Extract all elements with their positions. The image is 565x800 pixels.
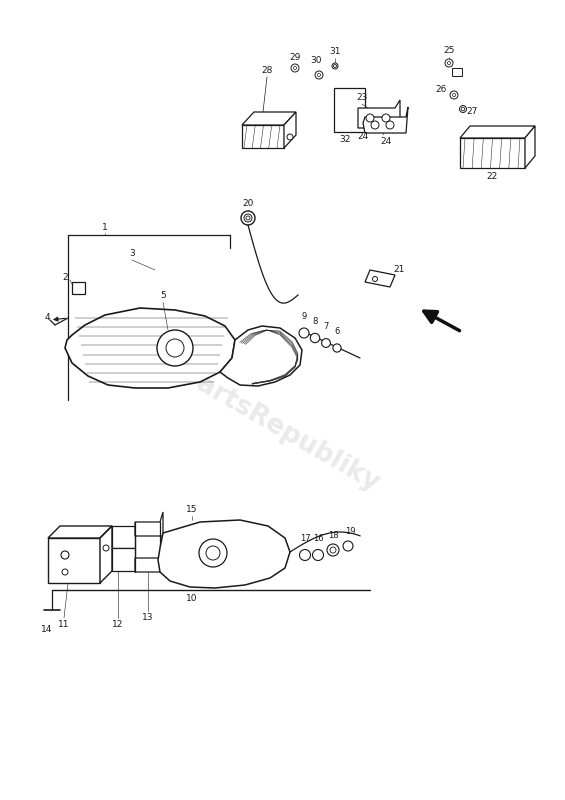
Polygon shape	[112, 526, 135, 548]
Text: 18: 18	[328, 531, 338, 540]
Text: 12: 12	[112, 620, 124, 629]
Circle shape	[445, 59, 453, 67]
Text: 23: 23	[357, 93, 368, 102]
Polygon shape	[48, 538, 100, 583]
Circle shape	[62, 569, 68, 575]
Text: 30: 30	[310, 56, 321, 65]
Polygon shape	[112, 548, 135, 571]
Circle shape	[366, 114, 374, 122]
Polygon shape	[100, 526, 112, 583]
Circle shape	[372, 277, 377, 282]
Circle shape	[327, 544, 339, 556]
Polygon shape	[460, 126, 535, 138]
Circle shape	[166, 339, 184, 357]
Circle shape	[293, 66, 297, 70]
Circle shape	[447, 62, 451, 65]
Polygon shape	[135, 512, 163, 536]
Polygon shape	[460, 138, 525, 168]
Circle shape	[157, 330, 193, 366]
Circle shape	[330, 547, 336, 553]
Text: 25: 25	[444, 46, 455, 55]
Circle shape	[450, 91, 458, 99]
Polygon shape	[452, 68, 462, 76]
Circle shape	[61, 551, 69, 559]
Text: 8: 8	[312, 317, 318, 326]
Text: 11: 11	[58, 620, 69, 629]
Circle shape	[299, 550, 311, 561]
Text: 17: 17	[299, 534, 310, 543]
Text: 6: 6	[334, 327, 340, 336]
Text: 26: 26	[436, 86, 447, 94]
Circle shape	[461, 107, 465, 110]
Circle shape	[382, 114, 390, 122]
Text: 21: 21	[393, 266, 405, 274]
Circle shape	[453, 94, 455, 97]
Text: 20: 20	[242, 199, 254, 208]
Circle shape	[459, 106, 467, 113]
Circle shape	[287, 134, 293, 140]
Text: 22: 22	[486, 172, 498, 181]
Polygon shape	[363, 107, 408, 133]
Circle shape	[299, 328, 309, 338]
Text: 14: 14	[41, 625, 53, 634]
Polygon shape	[220, 326, 302, 386]
Text: 24: 24	[380, 137, 392, 146]
Text: 28: 28	[261, 66, 273, 75]
Circle shape	[333, 344, 341, 352]
Circle shape	[332, 63, 338, 69]
Circle shape	[371, 121, 379, 129]
Text: 1: 1	[102, 223, 108, 232]
Polygon shape	[525, 126, 535, 168]
Circle shape	[386, 121, 394, 129]
Polygon shape	[242, 112, 296, 125]
Text: 16: 16	[312, 534, 323, 543]
Text: 7: 7	[323, 322, 329, 331]
Polygon shape	[65, 308, 235, 388]
Text: 13: 13	[142, 613, 154, 622]
Circle shape	[321, 338, 331, 347]
Text: 24: 24	[358, 132, 368, 141]
Polygon shape	[334, 88, 365, 132]
Circle shape	[310, 334, 320, 342]
Circle shape	[206, 546, 220, 560]
Text: 4: 4	[45, 314, 50, 322]
Text: 3: 3	[129, 249, 135, 258]
Circle shape	[199, 539, 227, 567]
Circle shape	[343, 541, 353, 551]
Text: 15: 15	[186, 505, 198, 514]
Polygon shape	[72, 282, 85, 294]
Text: 5: 5	[160, 291, 166, 300]
Text: PartsRepubliky: PartsRepubliky	[176, 362, 384, 498]
Text: 32: 32	[340, 135, 351, 144]
Polygon shape	[284, 112, 296, 148]
Polygon shape	[158, 520, 290, 588]
Circle shape	[241, 211, 255, 225]
Circle shape	[318, 74, 320, 77]
Text: 9: 9	[301, 312, 307, 321]
Polygon shape	[135, 548, 163, 572]
Text: 29: 29	[289, 53, 301, 62]
Polygon shape	[48, 526, 112, 538]
Circle shape	[244, 214, 252, 222]
Text: 31: 31	[329, 47, 341, 56]
Text: 2: 2	[62, 274, 68, 282]
Text: 19: 19	[345, 527, 355, 536]
Text: 10: 10	[186, 594, 198, 603]
Polygon shape	[242, 125, 284, 148]
Polygon shape	[365, 270, 395, 287]
Circle shape	[103, 545, 109, 551]
Circle shape	[291, 64, 299, 72]
Circle shape	[246, 216, 250, 220]
Circle shape	[333, 65, 337, 67]
Circle shape	[315, 71, 323, 79]
Circle shape	[312, 550, 324, 561]
Polygon shape	[358, 100, 400, 128]
Text: 27: 27	[466, 107, 477, 117]
